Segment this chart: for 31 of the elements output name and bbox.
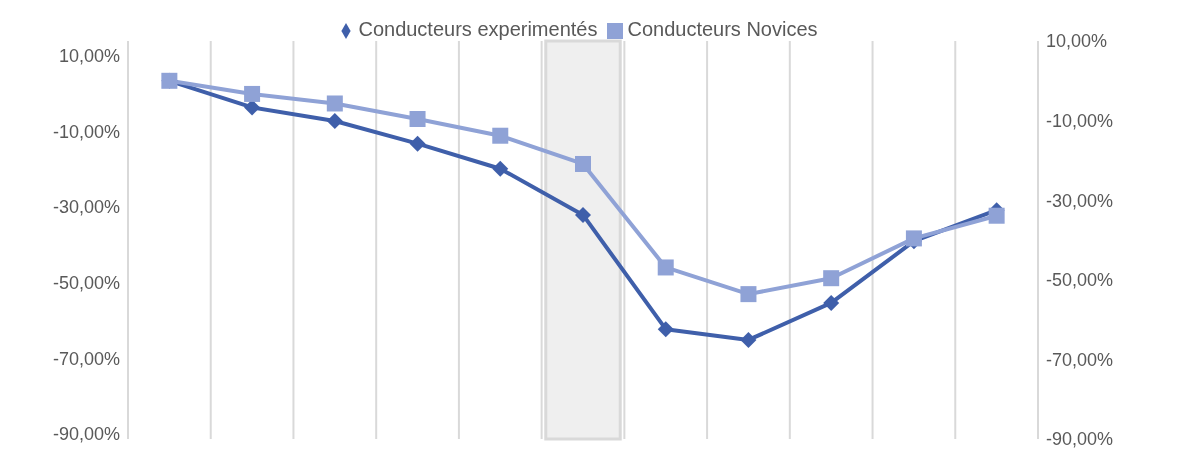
point — [409, 111, 426, 128]
point — [575, 155, 591, 172]
point — [244, 99, 261, 116]
point — [575, 206, 591, 223]
point — [657, 259, 674, 276]
point — [823, 294, 840, 311]
point — [326, 95, 343, 112]
point — [657, 321, 674, 338]
point — [409, 135, 426, 152]
y2-tick-label: -30,00% — [1046, 190, 1114, 211]
y2-tick-label: -90,00% — [1046, 429, 1114, 450]
y2-tick-label: 10,00% — [1046, 31, 1108, 52]
y2-tick-label: -70,00% — [1046, 349, 1114, 370]
point — [492, 127, 509, 144]
point — [988, 207, 1005, 224]
y-tick-label: -70,00% — [52, 348, 120, 369]
y-tick-label: -50,00% — [52, 273, 120, 294]
legend-label: Conducteurs experimentés — [358, 18, 598, 40]
y-tick-label: -30,00% — [52, 197, 120, 218]
legend-label: Conducteurs Novices — [627, 18, 818, 40]
y2-tick-label: -10,00% — [1046, 110, 1114, 131]
point — [492, 160, 509, 177]
point — [326, 113, 343, 129]
y-tick-label: -10,00% — [52, 121, 120, 142]
y-tick-label: -90,00% — [52, 424, 120, 445]
point — [740, 286, 757, 303]
point — [823, 270, 840, 287]
y2-tick-label: -50,00% — [1046, 270, 1114, 291]
point — [244, 85, 261, 102]
y-tick-label: 10,00% — [58, 46, 120, 67]
point — [740, 331, 757, 348]
